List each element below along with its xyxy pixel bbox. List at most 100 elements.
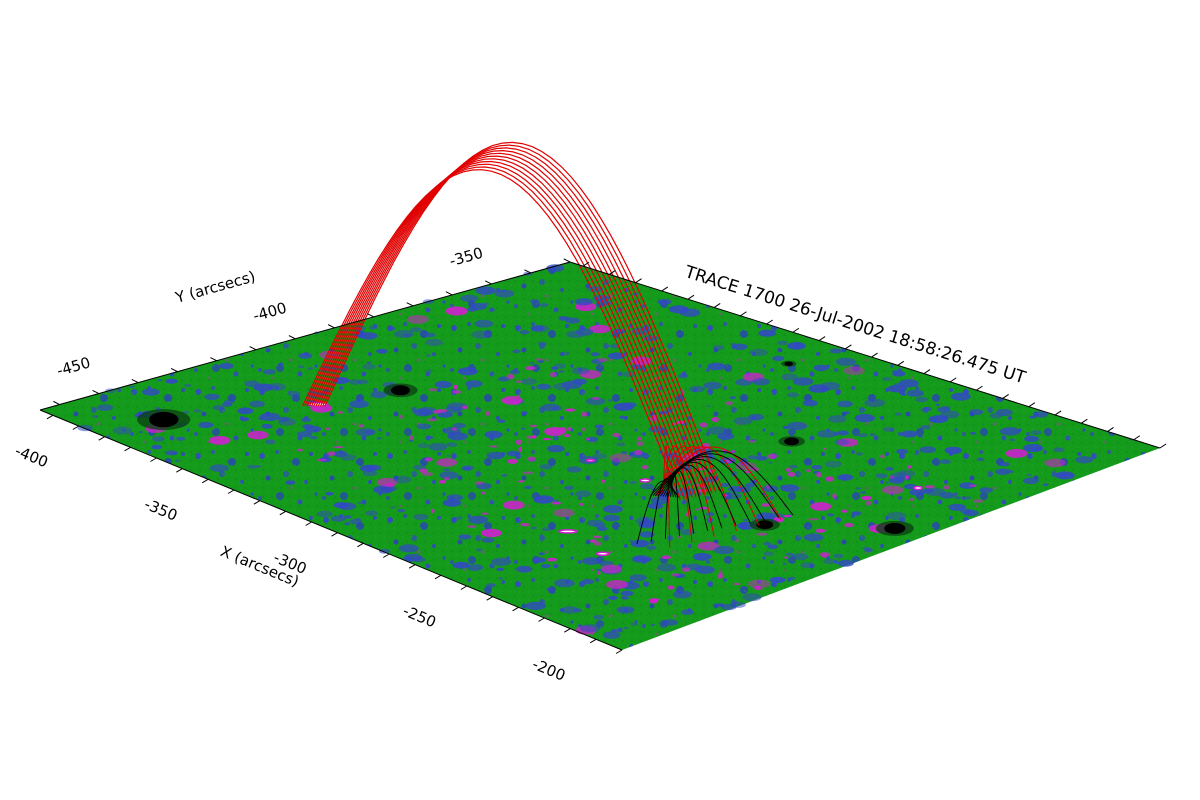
plage-patch: [474, 481, 484, 485]
red-field-line: [309, 160, 693, 498]
network-blob: [629, 480, 637, 485]
network-blob: [897, 470, 916, 478]
network-blob: [650, 623, 656, 627]
plage-patch: [432, 409, 442, 414]
network-blob: [77, 424, 93, 432]
plage-patch: [832, 493, 837, 499]
network-blob: [268, 384, 278, 389]
plage-patch: [467, 525, 477, 528]
plage-patch: [567, 426, 572, 432]
network-blob: [571, 367, 590, 375]
network-blob: [802, 399, 818, 407]
network-blob: [566, 330, 585, 339]
network-blob: [394, 329, 414, 339]
network-blob: [662, 619, 679, 626]
network-blob: [885, 467, 894, 471]
x-tick-mark: [538, 617, 545, 622]
network-blob: [894, 412, 902, 416]
x-tick-mark: [331, 532, 338, 537]
network-blob: [639, 531, 655, 538]
network-blob: [288, 390, 293, 393]
network-blob: [376, 348, 388, 354]
network-blob: [407, 315, 429, 324]
network-blob: [198, 421, 214, 429]
plage-patch: [520, 523, 530, 527]
network-blob: [1069, 475, 1075, 478]
network-blob: [706, 405, 711, 408]
red-fan-line: [659, 445, 715, 537]
back-tick-mark: [1081, 418, 1088, 424]
plage-patch: [880, 454, 885, 459]
bright-kernel: [558, 529, 578, 534]
network-blob: [434, 380, 453, 389]
plage-patch: [731, 450, 735, 453]
plage-patch: [507, 458, 518, 464]
red-field-line: [306, 163, 689, 499]
network-blob: [264, 439, 276, 445]
network-blob: [494, 289, 515, 298]
back-tick-mark: [976, 385, 983, 391]
network-blob: [674, 487, 696, 497]
plage-patch: [968, 484, 977, 487]
network-blob: [854, 413, 875, 423]
network-blob: [886, 511, 907, 520]
plage-patch: [766, 484, 771, 490]
y-axis-line: [39, 261, 571, 411]
network-blob: [843, 366, 865, 376]
network-blob: [277, 416, 290, 422]
back-tick-mark: [1107, 427, 1114, 432]
plage-patch: [453, 384, 458, 390]
network-blob: [297, 431, 313, 438]
plage-patch: [593, 535, 602, 539]
network-blob: [712, 345, 725, 350]
network-blob: [749, 348, 768, 357]
plage-patch: [586, 437, 591, 441]
network-blob: [864, 548, 874, 553]
network-blob: [963, 509, 979, 517]
plage-patch: [725, 458, 734, 464]
back-tick-mark: [635, 278, 642, 284]
network-blob: [914, 453, 919, 456]
plage-patch: [525, 366, 536, 371]
network-blob: [763, 551, 774, 557]
plage-patch: [481, 512, 489, 516]
plage-patch: [807, 518, 819, 521]
network-blob: [999, 462, 1010, 467]
network-blob: [768, 461, 773, 464]
network-blob: [964, 496, 972, 500]
network-blob: [832, 553, 844, 559]
network-blob: [528, 362, 535, 365]
network-blob: [607, 399, 613, 402]
network-blob: [539, 464, 553, 470]
network-blob: [1024, 435, 1039, 442]
network-blob: [475, 286, 496, 295]
network-blob: [458, 534, 472, 540]
plage-patch: [783, 514, 792, 518]
network-blob: [151, 444, 163, 450]
plage-patch: [844, 522, 854, 528]
back-tick-mark: [871, 352, 878, 358]
network-blob: [183, 383, 192, 388]
plage-patch: [816, 472, 822, 478]
y-tick-mark: [327, 324, 335, 329]
plage-patch: [547, 557, 557, 562]
network-blob: [650, 496, 669, 505]
y-tick-mark: [92, 389, 100, 395]
network-blob: [442, 499, 462, 507]
plage-patch: [756, 532, 768, 536]
red-field-line: [324, 141, 721, 492]
network-blob: [498, 376, 510, 382]
network-blob: [632, 555, 648, 562]
network-blob: [646, 545, 657, 550]
network-blob: [501, 396, 523, 405]
network-blob: [1005, 448, 1028, 458]
network-blob: [950, 392, 971, 401]
network-blob: [325, 491, 334, 496]
back-tick-mark: [1133, 435, 1141, 441]
network-blob: [512, 349, 521, 354]
x-tick-mark: [512, 606, 519, 612]
sunspot-umbra: [391, 385, 410, 396]
plage-patch: [527, 456, 536, 462]
network-blob: [896, 449, 908, 454]
